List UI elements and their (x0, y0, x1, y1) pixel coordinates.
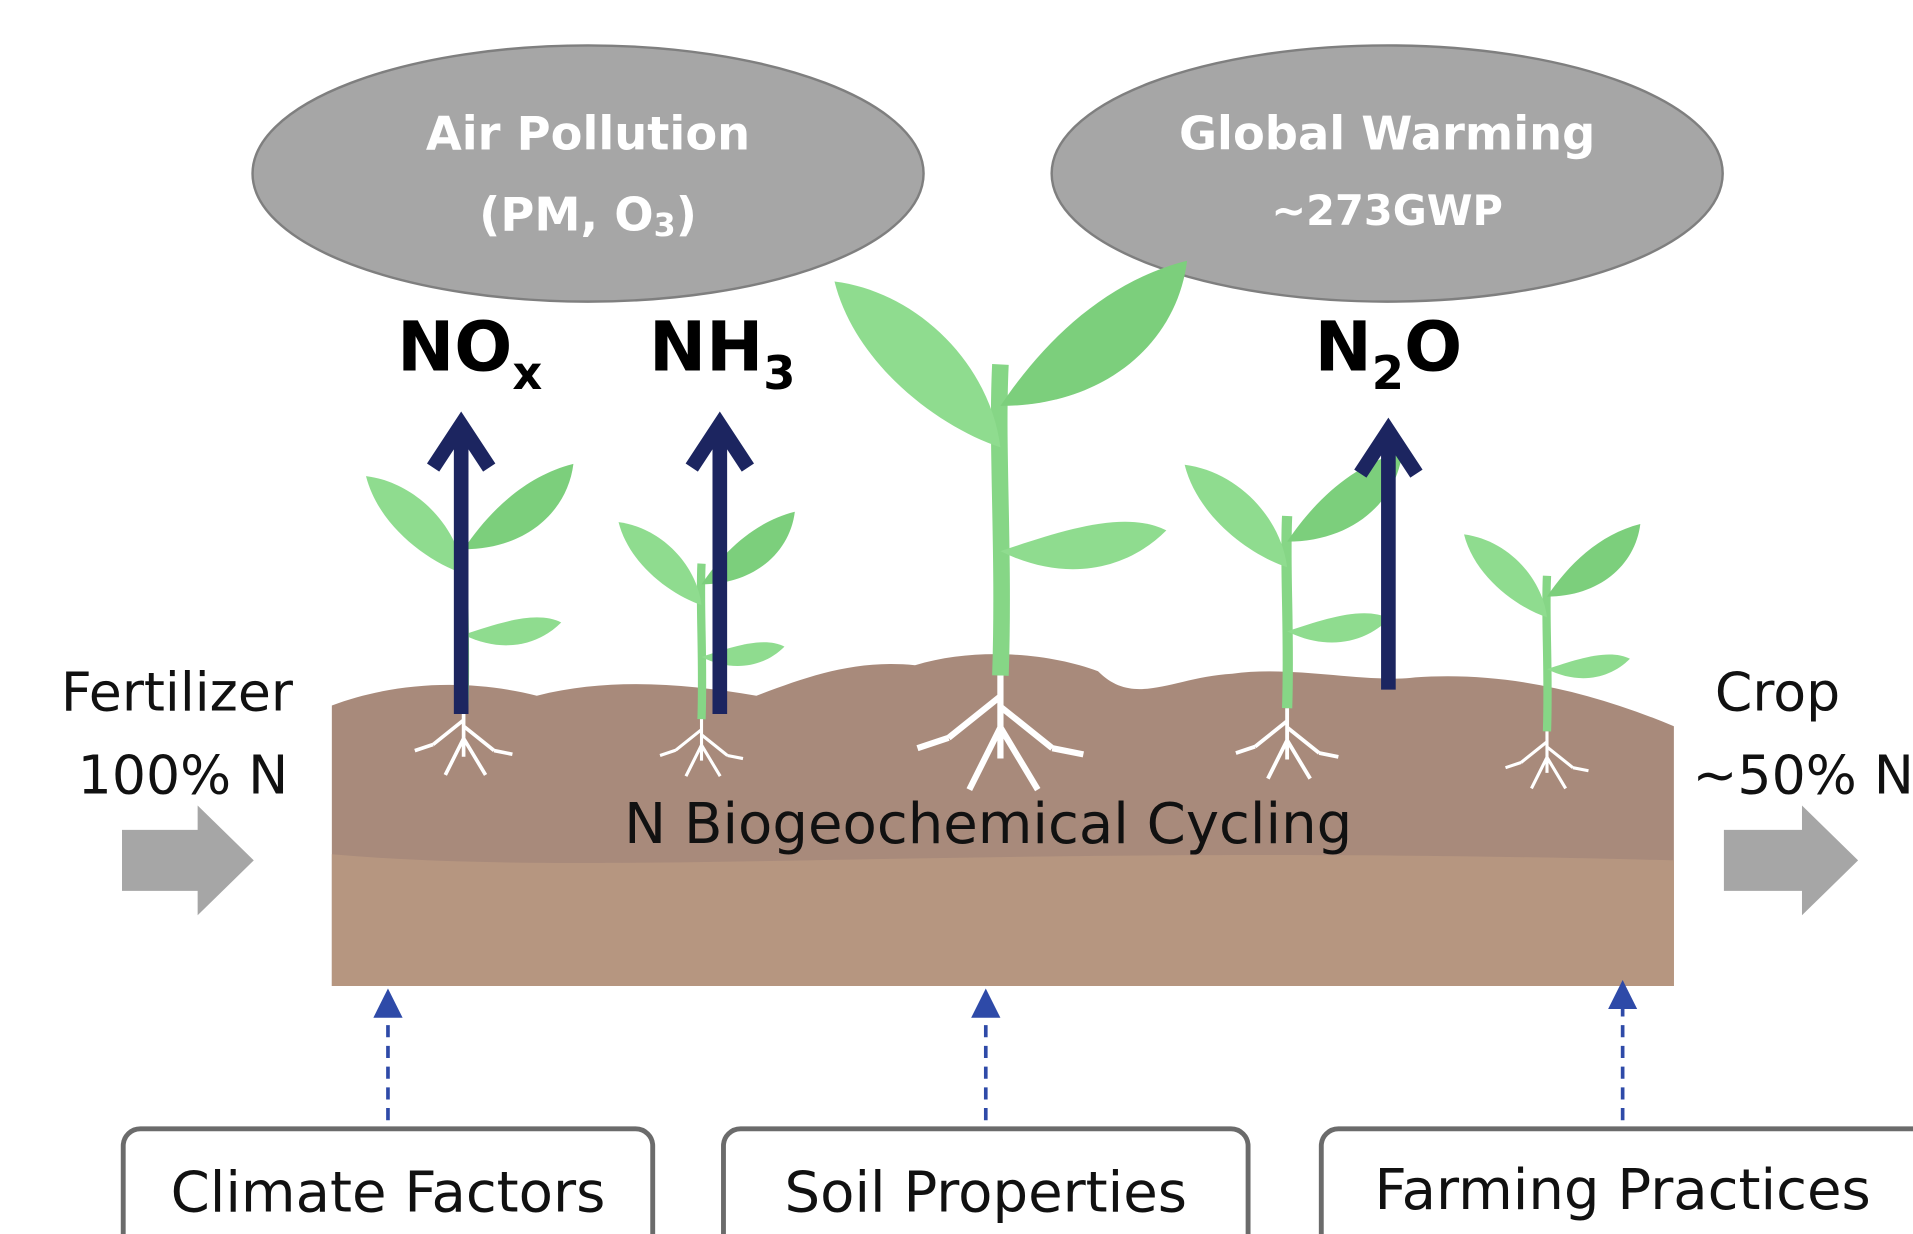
output-arrow (1724, 805, 1858, 915)
output-label: Crop (1715, 660, 1840, 723)
emission-label: N2O (1315, 308, 1463, 399)
factor-arrows (388, 995, 1623, 1121)
effect-title: Global Warming (1179, 106, 1595, 160)
diagram: Air Pollution (PM, O3) Global Warming ~2… (0, 0, 1913, 1234)
factor-label: Climate Factors (171, 1161, 606, 1226)
factor-label: Farming Practices (1375, 1158, 1871, 1223)
output-amount: ~50% N (1692, 743, 1913, 806)
factor-label: Soil Properties (785, 1161, 1188, 1226)
process-label: N Biogeochemical Cycling (624, 792, 1352, 857)
effect-global-warming: Global Warming ~273GWP (1052, 45, 1723, 301)
input-amount: 100% N (78, 743, 289, 806)
effect-detail: ~273GWP (1271, 186, 1502, 235)
input-arrow (122, 805, 254, 915)
emission-label: NH3 (649, 308, 796, 399)
effect-air-pollution: Air Pollution (PM, O3) (253, 45, 924, 301)
input-label: Fertilizer (61, 660, 294, 723)
emission-label: NOx (397, 308, 542, 399)
effect-title: Air Pollution (426, 106, 750, 160)
